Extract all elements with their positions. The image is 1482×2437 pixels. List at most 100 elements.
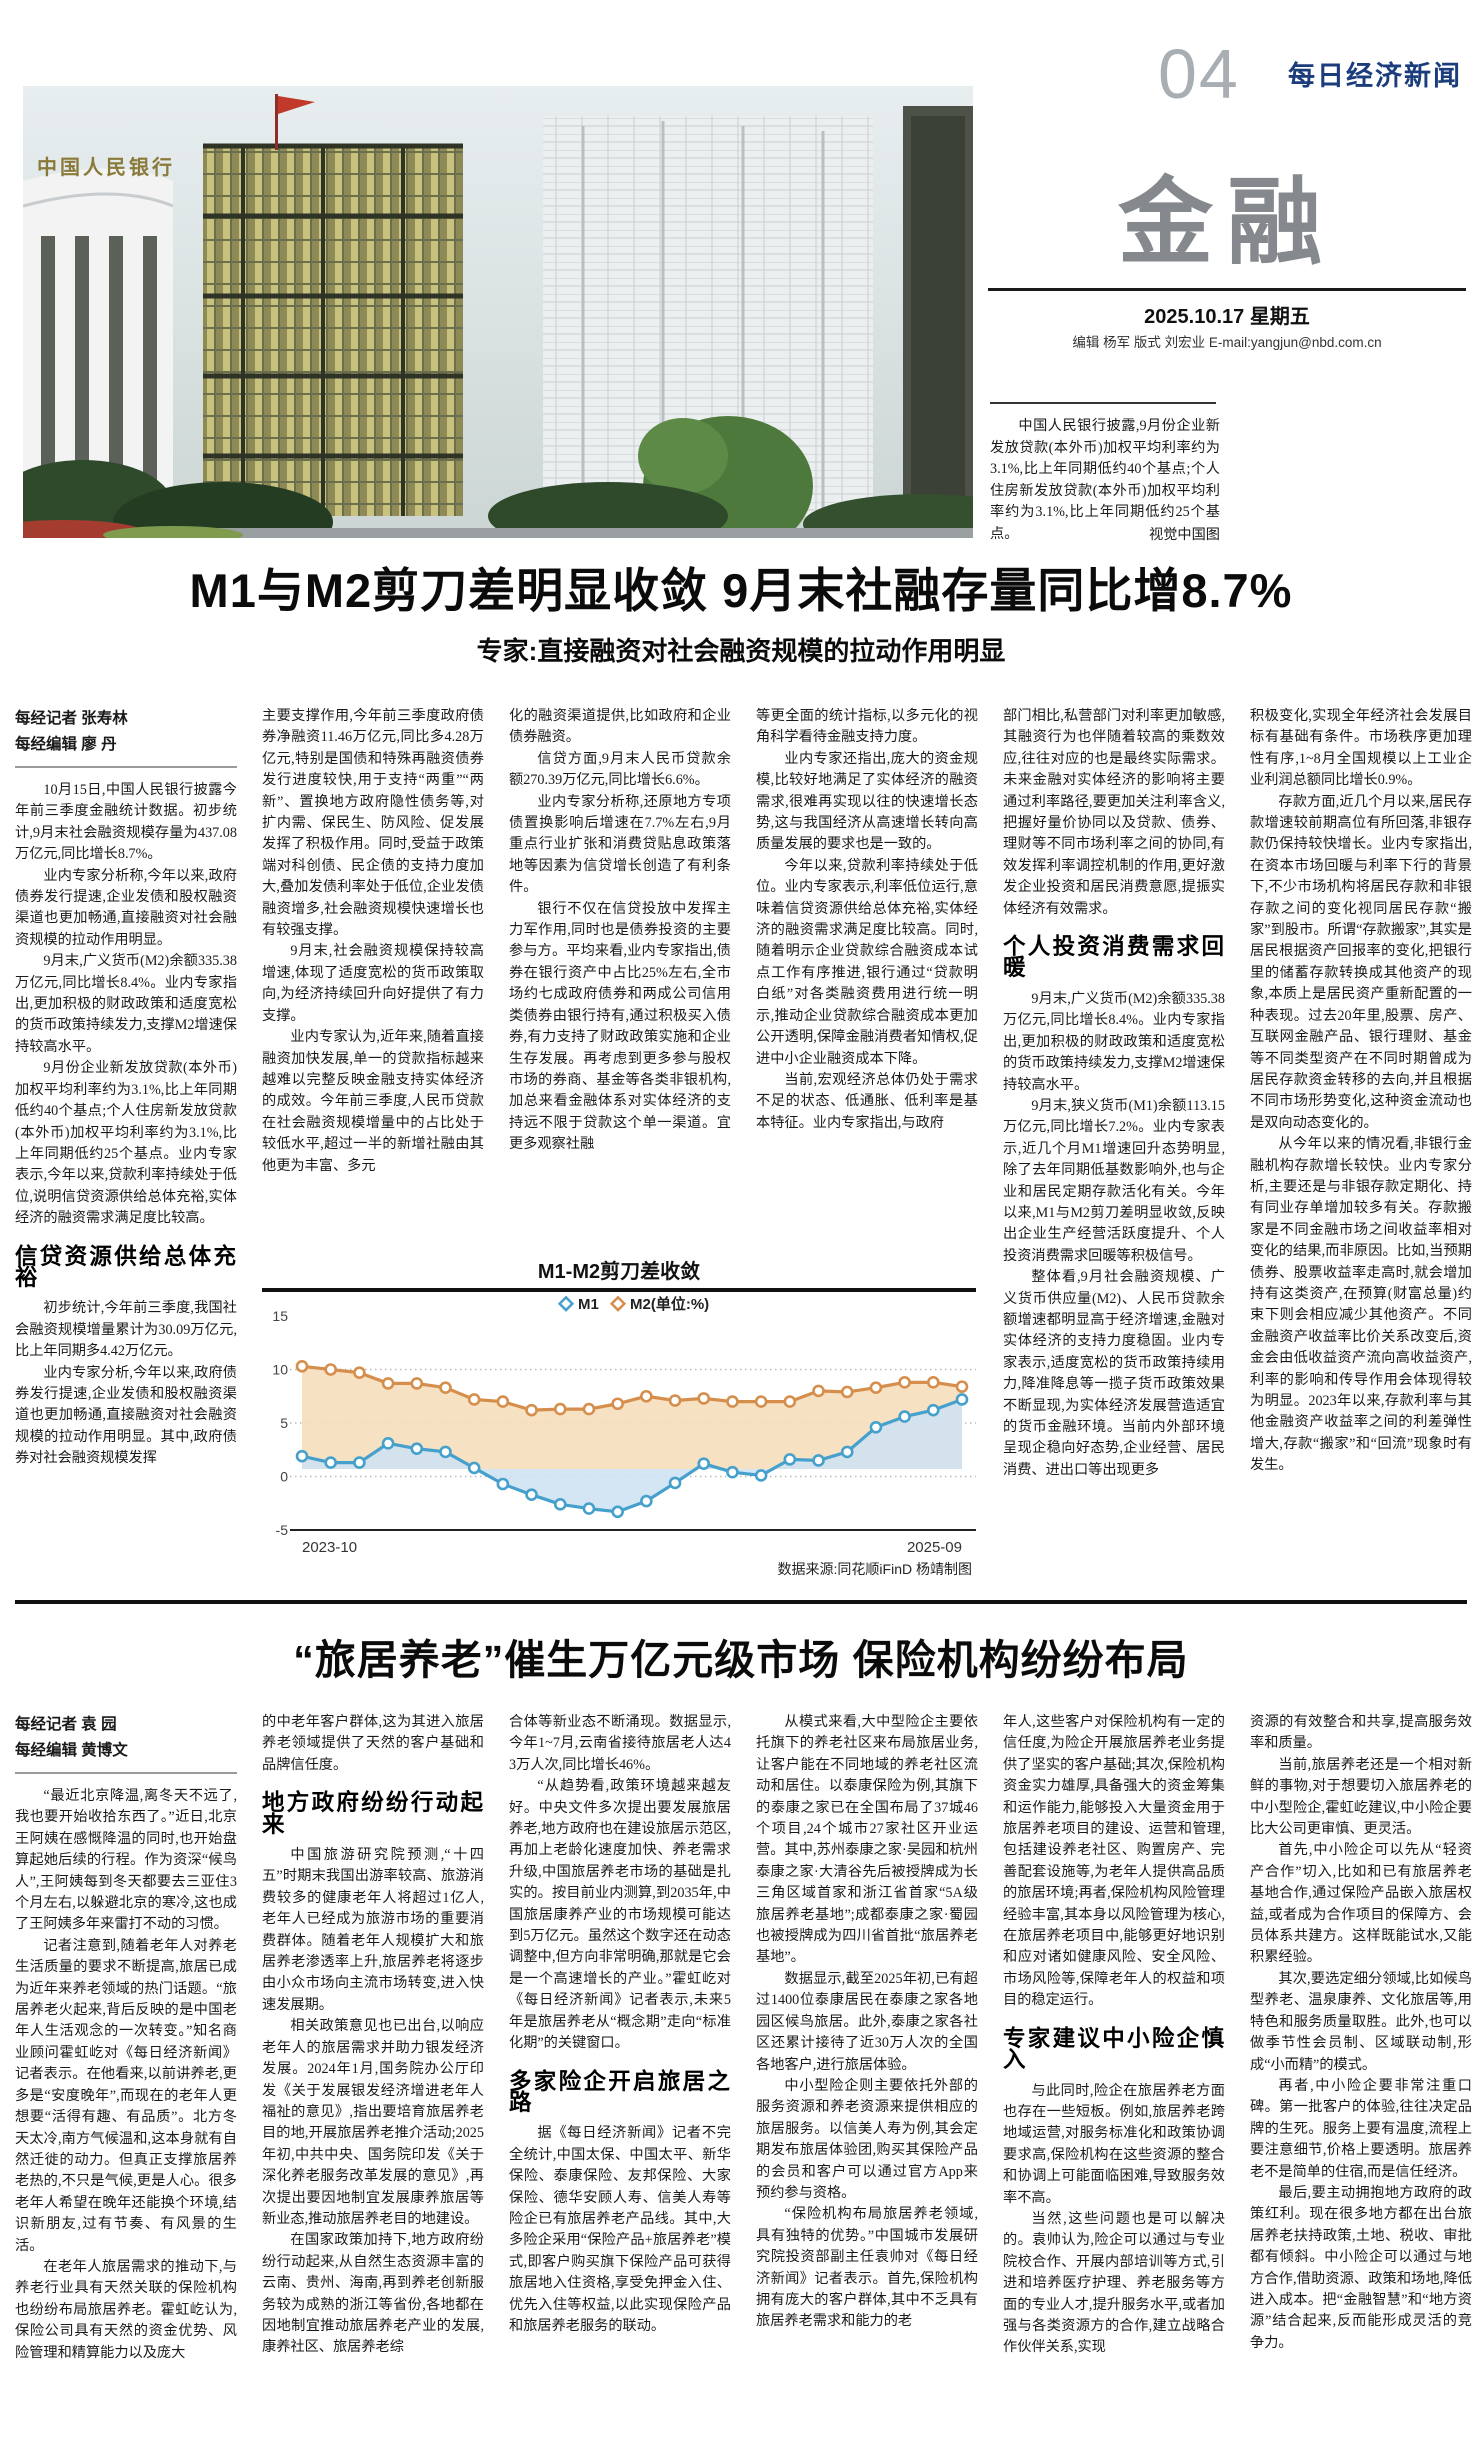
paragraph: 当前,旅居养老还是一个相对新鲜的事物,对于想要切入旅居养老的中小型险企,霍虹屹建… [1250, 1756, 1472, 1838]
article1-column-3: 化的融资渠道提供,比如政府和企业债券融资。 信贷方面,9月末人民币贷款余额270… [509, 706, 731, 1258]
article1-column-4: 等更全面的统计指标,以多元化的视角科学看待金融支持力度。 业内专家还指出,庞大的… [756, 706, 978, 1278]
svg-text:-5: -5 [276, 1522, 289, 1538]
paragraph: 年人,这些客户对保险机构有一定的信任度,为险企开展旅居养老业务提供了坚实的客户基… [1003, 1714, 1225, 2009]
article2-column-1: 每经记者 袁 园 每经编辑 黄博文 “最近北京降温,离冬天不远了,我也要开始收拾… [15, 1712, 237, 2434]
paragraph: 今年以来,贷款利率持续处于低位。业内专家表示,利率低位运行,意味着信贷资源供给总… [756, 857, 978, 1067]
article2-column-3: 合体等新业态不断涌现。数据显示,今年1~7月,云南省接待旅居老人达43万人次,同… [509, 1712, 731, 2434]
article2-headline-block: “旅居养老”催生万亿元级市场 保险机构纷纷布局 [0, 1626, 1482, 1686]
article1-column-1: 每经记者 张寿林 每经编辑 廖 丹 10月15日,中国人民银行披露今年前三季度金… [15, 706, 237, 1590]
svg-text:10: 10 [272, 1362, 288, 1378]
caption-rule [990, 402, 1216, 404]
paragraph: 9月末,广义货币(M2)余额335.38万亿元,同比增长8.4%。业内专家指出,… [1003, 990, 1225, 1093]
article1-headline-block: M1与M2剪刀差明显收敛 9月末社融存量同比增8.7% 专家:直接融资对社会融资… [0, 552, 1482, 668]
paragraph: 从今年以来的情况看,非银行金融机构存款增长较快。业内专家分析,主要还是与非银存款… [1250, 1136, 1472, 1474]
paragraph: 业内专家分析称,还原地方专项债置换影响后增速在7.7%左右,9月重点行业扩张和消… [509, 793, 731, 896]
paragraph: 初步统计,今年前三季度,我国社会融资规模增量累计为30.09万亿元,比上年同期多… [15, 1300, 237, 1360]
paragraph-list: 业内专家还指出,庞大的资金规模,比较好地满足了实体经济的融资需求,很难再实现以往… [756, 749, 978, 1134]
article1-headline: M1与M2剪刀差明显收敛 9月末社融存量同比增8.7% [189, 564, 1293, 617]
masthead-logo: 每日经济新闻 [1288, 61, 1462, 91]
paragraph: 业内专家分析,今年以来,政府债券发行提速,企业发债和股权融资渠道也更加畅通,直接… [15, 1364, 237, 1467]
editor-byline: 每经编辑 廖 丹 [15, 736, 117, 753]
date-line: 2025.10.17 星期五 [1144, 306, 1310, 328]
paragraph: 当然,这些问题也是可以解决的。袁帅认为,险企可以通过与专业院校合作、开展内部培训… [1003, 2210, 1225, 2356]
paragraph: 数据显示,截至2025年初,已有超过1400位泰康居民在泰康之家各地园区候鸟旅居… [756, 1970, 978, 2073]
svg-text:M2(单位:%): M2(单位:%) [630, 1295, 709, 1313]
paragraph: 9月末,社会融资规模保持较高增速,体现了适度宽松的货币政策取向,为经济持续回升向… [262, 943, 484, 1024]
paragraph: 中国旅游研究院预测,“十四五”时期末我国出游率较高、旅游消费较多的健康老年人将超… [262, 1847, 484, 2013]
article1-subhead: 专家:直接融资对社会融资规模的拉动作用明显 [476, 636, 1006, 666]
paragraph: 从模式来看,大中型险企主要依托旗下的养老社区来布局旅居业务,让客户能在不同地域的… [756, 1714, 978, 1966]
paragraph: 据《每日经济新闻》记者不完全统计,中国太保、中国太平、新华保险、泰康保险、友邦保… [509, 2125, 731, 2334]
svg-text:2025-09: 2025-09 [907, 1539, 962, 1556]
section-title-credit: 信贷资源供给总体充裕 [15, 1243, 237, 1290]
paragraph: 部门相比,私营部门对利率更加敏感,其融资行为也伴随着较高的乘数效应,往往对应的也… [1003, 708, 1225, 917]
paragraph-list: “从趋势看,政策环境越来越友好。中央文件多次提出要发展旅居养老,地方政府也在建设… [509, 1776, 731, 2054]
article2-column-2: 的中老年客户群体,这为其进入旅居养老领域提供了天然的客户基础和品牌信任度。 地方… [262, 1712, 484, 2434]
paragraph: 与此同时,险企在旅居养老方面也存在一些短板。例如,旅居养老跨地域运营,对服务标准… [1003, 2082, 1225, 2206]
paragraph: 在老年人旅居需求的推动下,与养老行业具有天然关联的保险机构也纷纷布局旅居养老。霍… [15, 2258, 237, 2361]
photo-illustration: 中国人民银行 [23, 86, 973, 538]
paragraph-list: 当前,旅居养老还是一个相对新鲜的事物,对于想要切入旅居养老的中小型险企,霍虹屹建… [1250, 1755, 1472, 2354]
svg-text:5: 5 [280, 1415, 288, 1431]
svg-text:数据来源:同花顺iFinD 杨靖制图: 数据来源:同花顺iFinD 杨靖制图 [778, 1561, 972, 1577]
section-title-advice: 专家建议中小险企慎入 [1003, 2025, 1225, 2073]
paragraph: 其次,要选定细分领域,比如候鸟型养老、温泉康养、文化旅居等,用特色和服务质量取胜… [1250, 1970, 1472, 2073]
paragraph-list: 10月15日,中国人民银行披露今年前三季度金融统计数据。初步统计,9月末社会融资… [15, 780, 237, 1230]
paragraph: 中小型险企则主要依托外部的服务资源和养老资源来提供相应的旅居服务。以信美人寿为例… [756, 2077, 978, 2201]
paragraph: 整体看,9月社会融资规模、广义货币供应量(M2)、人民币贷款余额增速都明显高于经… [1003, 1269, 1225, 1478]
paragraph: 9月末,广义货币(M2)余额335.38万亿元,同比增长8.4%。业内专家指出,… [15, 953, 237, 1055]
article2-column-5: 年人,这些客户对保险机构有一定的信任度,为险企开展旅居养老业务提供了坚实的客户基… [1003, 1712, 1225, 2434]
paragraph: “保险机构布局旅居养老领域,具有独特的优势。”中国城市发展研究院投资部副主任袁帅… [756, 2206, 978, 2330]
paragraph: 在国家政策加持下,地方政府纷纷行动起来,从自然生态资源丰富的云南、贵州、海南,再… [262, 2232, 484, 2356]
editor-byline: 每经编辑 黄博文 [15, 1742, 128, 1759]
section-title: 金融 [1117, 170, 1336, 276]
paragraph-list: 从模式来看,大中型险企主要依托旗下的养老社区来布局旅居业务,让客户能在不同地域的… [756, 1712, 978, 2333]
paragraph: 最后,要主动拥抱地方政府的政策红利。现在很多地方都在出台旅居养老扶持政策,土地、… [1250, 2184, 1472, 2351]
paragraph: 存款方面,近几个月以来,居民存款增速较前期高位有所回落,非银存款仍保持较快增长。… [1250, 793, 1472, 1131]
photo-caption-block: 中国人民银行披露,9月份企业新发放贷款(本外币)加权平均利率约为3.1%,比上年… [990, 416, 1220, 544]
svg-text:M1-M2剪刀差收敛: M1-M2剪刀差收敛 [538, 1259, 700, 1283]
staff-line: 编辑 杨军 版式 刘宏业 E-mail:yangjun@nbd.com.cn [1072, 335, 1382, 350]
paragraph-list: 初步统计,今年前三季度,我国社会融资规模增量累计为30.09万亿元,比上年同期多… [15, 1298, 237, 1469]
article2-headline: “旅居养老”催生万亿元级市场 保险机构纷纷布局 [293, 1637, 1189, 1683]
paragraph: “从趋势看,政策环境越来越友好。中央文件多次提出要发展旅居养老,地方政府也在建设… [509, 1778, 731, 2052]
building-sign: 中国人民银行 [37, 155, 175, 179]
article1-column-5: 部门相比,私营部门对利率更加敏感,其融资行为也伴随着较高的乘数效应,往往对应的也… [1003, 706, 1225, 1590]
paragraph-list: 中国旅游研究院预测,“十四五”时期末我国出游率较高、旅游消费较多的健康老年人将超… [262, 1845, 484, 2359]
svg-text:M1: M1 [578, 1296, 599, 1313]
paragraph: 再者,中小险企要非常注重口碑。第一批客户的体验,往往决定品牌的生死。服务上要有温… [1250, 2077, 1472, 2180]
paragraph: 积极变化,实现全年经济社会发展目标有基础有条件。市场秩序更加理性有序,1~8月全… [1250, 708, 1472, 789]
paragraph: 相关政策意见也已出台,以响应老年人的旅居需求并助力银发经济发展。2024年1月,… [262, 2018, 484, 2227]
paragraph: 化的融资渠道提供,比如政府和企业债券融资。 [509, 708, 731, 746]
svg-text:2023-10: 2023-10 [302, 1539, 357, 1556]
paragraph: 9月末,狭义货币(M1)余额113.15万亿元,同比增长7.2%。业内专家表示,… [1003, 1097, 1225, 1264]
page-number: 04 [1158, 35, 1240, 113]
byline-rule [15, 766, 237, 768]
paragraph: 10月15日,中国人民银行披露今年前三季度金融统计数据。初步统计,9月末社会融资… [15, 782, 237, 863]
paragraph: 等更全面的统计指标,以多元化的视角科学看待金融支持力度。 [756, 708, 978, 746]
section-title-consumption: 个人投资消费需求回暖 [1003, 934, 1225, 981]
paragraph: 业内专家分析称,今年以来,政府债券发行提速,企业发债和股权融资渠道也更加畅通,直… [15, 867, 237, 948]
header-rule [988, 288, 1466, 291]
reporter-byline: 每经记者 袁 园 [15, 1716, 117, 1733]
paragraph-list: 信贷方面,9月末人民币贷款余额270.39万亿元,同比增长6.6%。业内专家分析… [509, 749, 731, 1156]
paragraph-list: 9月末,社会融资规模保持较高增速,体现了适度宽松的货币政策取向,为经济持续回升向… [262, 941, 484, 1176]
paragraph: 首先,中小险企可以先从“轻资产合作”切入,比如和已有旅居养老基地合作,通过保险产… [1250, 1842, 1472, 1966]
article2-column-6: 资源的有效整合和共享,提高服务效率和质量。 当前,旅居养老还是一个相对新鲜的事物… [1250, 1712, 1472, 2434]
svg-text:0: 0 [280, 1469, 288, 1485]
chart-svg: M1-M2剪刀差收敛 M1 M2(单位:%) 15 10 5 0 -5 2023-10 2025-… [262, 1259, 976, 1577]
photo-credit: 视觉中国图 [1149, 526, 1220, 543]
paragraph-list: 据《每日经济新闻》记者不完全统计,中国太保、中国太平、新华保险、泰康保险、友邦保… [509, 2123, 731, 2337]
pboc-building-photo: 中国人民银行 [23, 86, 973, 538]
paragraph: 9月份企业新发放贷款(本外币)加权平均利率约为3.1%,比上年同期低约40个基点… [15, 1060, 237, 1227]
paragraph-list: 与此同时,险企在旅居养老方面也存在一些短板。例如,旅居养老跨地域运营,对服务标准… [1003, 2081, 1225, 2359]
photo-caption: 中国人民银行披露,9月份企业新发放贷款(本外币)加权平均利率约为3.1%,比上年… [990, 418, 1220, 542]
paragraph-list: 9月末,广义货币(M2)余额335.38万亿元,同比增长8.4%。业内专家指出,… [1003, 989, 1225, 1481]
paragraph: 主要支撑作用,今年前三季度政府债券净融资11.46万亿元,同比多4.28万亿元,… [262, 708, 484, 939]
article2-divider-rule [15, 1600, 1467, 1604]
paragraph: 业内专家认为,近年来,随着直接融资加快发展,单一的贷款指标越来越难以完整反映金融… [262, 1029, 484, 1174]
paragraph: 银行不仅在信贷投放中发挥主力军作用,同时也是债券投资的主要参与方。平均来看,业内… [509, 900, 731, 1153]
paragraph: 信贷方面,9月末人民币贷款余额270.39万亿元,同比增长6.6%。 [509, 750, 731, 789]
article1-column-6: 积极变化,实现全年经济社会发展目标有基础有条件。市场秩序更加理性有序,1~8月全… [1250, 706, 1472, 1590]
